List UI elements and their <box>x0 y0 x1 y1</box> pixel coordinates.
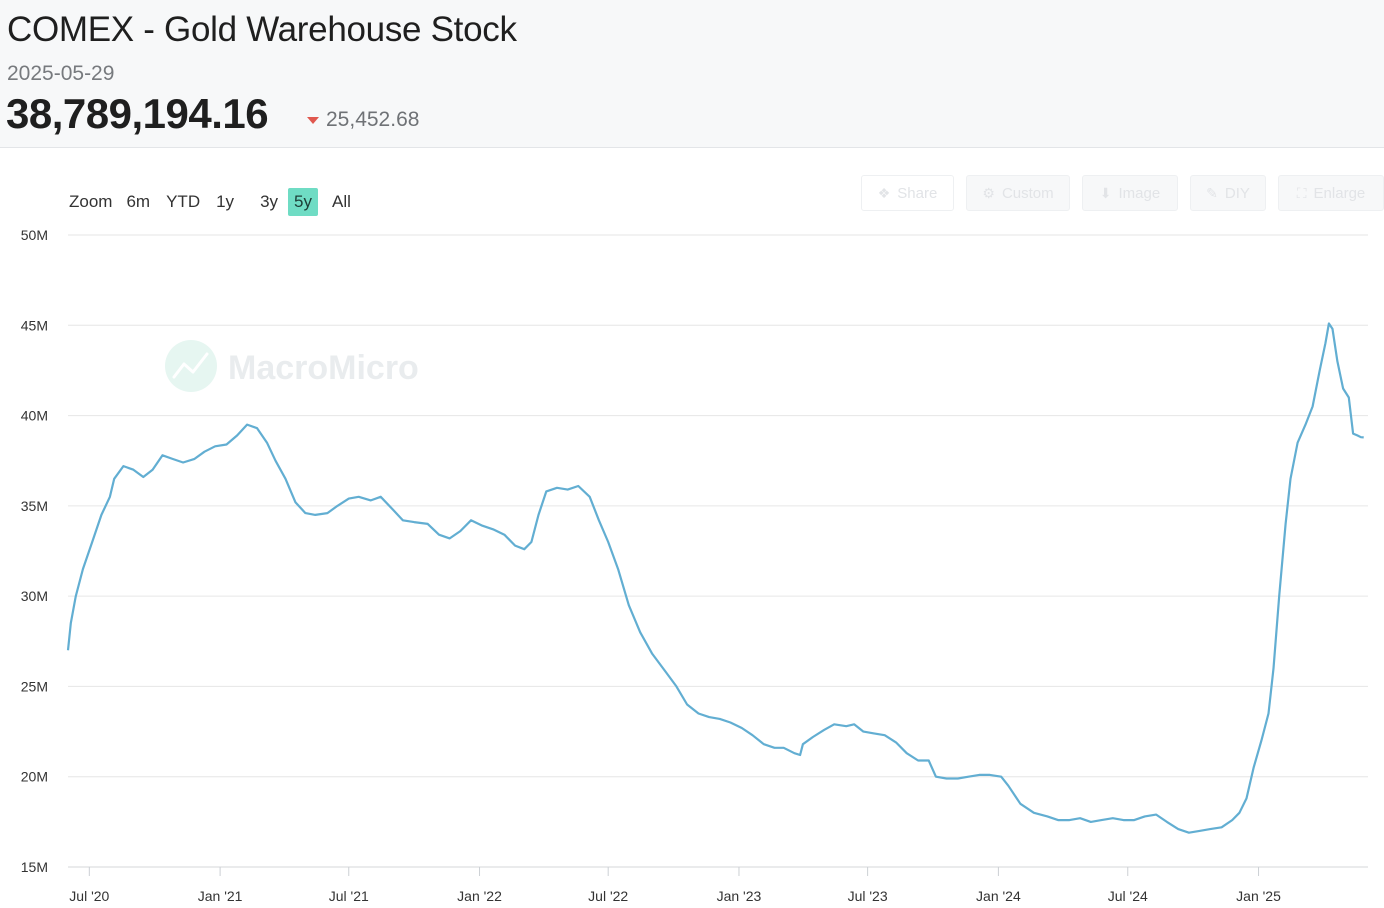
y-tick-label: 20M <box>21 769 48 785</box>
x-tick-label: Jul '22 <box>588 888 628 904</box>
enlarge-button[interactable]: ⛶ Enlarge <box>1278 175 1384 211</box>
zoom-3y-button[interactable]: 3y <box>260 192 279 211</box>
page-title: COMEX - Gold Warehouse Stock <box>7 10 517 49</box>
download-icon: ⬇ <box>1099 184 1112 201</box>
zoom-6m-button[interactable]: 6m <box>126 192 151 211</box>
series <box>66 322 1364 834</box>
y-axis: 15M 20M 25M 30M 35M 40M 45M 50M <box>21 227 48 875</box>
y-tick-label: 50M <box>21 227 48 243</box>
latest-date: 2025-05-29 <box>7 62 115 85</box>
custom-label: Custom <box>1001 184 1054 202</box>
zoom-label: Zoom <box>69 192 113 211</box>
x-tick-label: Jul '21 <box>329 888 369 904</box>
y-tick-label: 45M <box>21 317 48 333</box>
series-line <box>66 322 1364 834</box>
latest-value: 38,789,194.16 <box>6 90 269 137</box>
x-tick-label: Jan '22 <box>457 888 502 904</box>
watermark-text: MacroMicro <box>228 349 419 387</box>
watermark: MacroMicro <box>165 340 419 392</box>
x-tick-label: Jan '23 <box>717 888 762 904</box>
x-tick-label: Jan '24 <box>976 888 1021 904</box>
enlarge-label: Enlarge <box>1313 184 1366 202</box>
change-value: 25,452.68 <box>326 108 420 131</box>
header: COMEX - Gold Warehouse Stock 2025-05-29 … <box>0 0 1384 148</box>
grid <box>68 234 1368 868</box>
y-tick-label: 30M <box>21 588 48 604</box>
diy-button[interactable]: ✎ DIY <box>1190 175 1266 211</box>
share-label: Share <box>897 184 938 202</box>
diy-label: DIY <box>1224 184 1250 202</box>
y-tick-label: 35M <box>21 498 48 514</box>
x-tick-label: Jan '21 <box>198 888 243 904</box>
x-axis: Jul '20 Jan '21 Jul '21 Jan '22 Jul '22 Jan '… <box>69 867 1281 904</box>
y-tick-label: 25M <box>21 678 48 694</box>
x-tick-label: Jul '20 <box>69 888 109 904</box>
zoom-1y-button[interactable]: 1y <box>216 192 235 211</box>
image-label: Image <box>1118 184 1161 202</box>
zoom-ytd-button[interactable]: YTD <box>166 192 201 211</box>
x-tick-label: Jul '23 <box>848 888 888 904</box>
x-tick-label: Jul '24 <box>1108 888 1148 904</box>
image-button[interactable]: ⬇ Image <box>1082 175 1178 211</box>
share-icon: ❖ <box>877 184 891 201</box>
y-tick-label: 15M <box>21 859 48 875</box>
x-tick-label: Jan '25 <box>1236 888 1281 904</box>
zoom-bar: Zoom 6m YTD 1y 3y 5y All <box>62 187 361 217</box>
y-tick-label: 40M <box>21 408 48 424</box>
share-button[interactable]: ❖ Share <box>861 175 954 211</box>
watermark-logo-icon <box>165 340 217 392</box>
zoom-5y-button[interactable]: 5y <box>288 188 318 216</box>
down-arrow-icon <box>307 116 319 124</box>
zoom-all-button[interactable]: All <box>332 192 351 211</box>
custom-button[interactable]: ⚙ Custom <box>966 175 1070 211</box>
chart-toolbar: ❖ Share ⚙ Custom ⬇ Image ✎ DIY ⛶ Enlarge <box>861 175 1384 211</box>
gear-icon: ⚙ <box>982 184 995 201</box>
pencil-icon: ✎ <box>1206 184 1218 201</box>
watermark-logo-glyph <box>172 352 209 379</box>
change-indicator: 25,452.68 <box>307 108 419 132</box>
expand-icon: ⛶ <box>1296 184 1307 201</box>
